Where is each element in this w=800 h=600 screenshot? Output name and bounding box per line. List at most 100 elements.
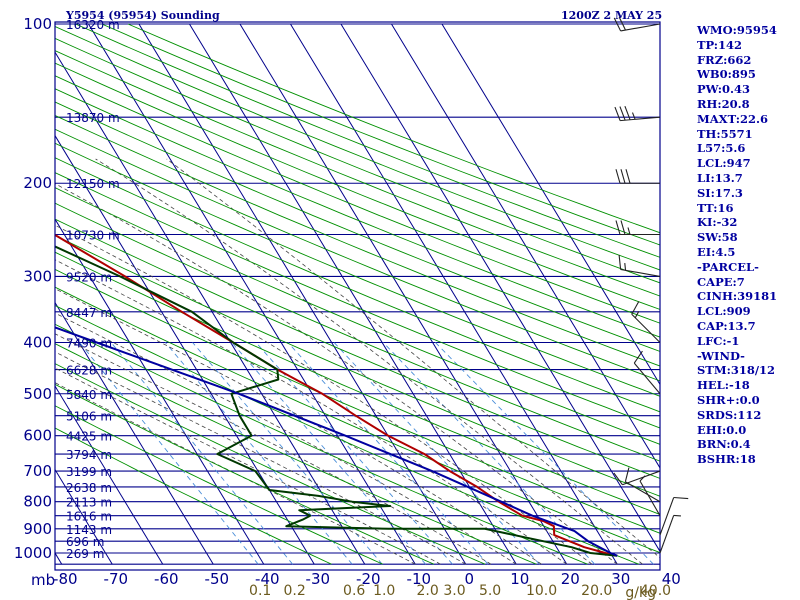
barb-shaft bbox=[633, 362, 661, 395]
mixing-ratio-tick-label: 20.0 bbox=[581, 583, 612, 599]
dry-adiabat-line bbox=[55, 363, 486, 565]
index-item: EI:4.5 bbox=[697, 244, 736, 259]
dry-adiabat-line bbox=[55, 142, 660, 397]
barb-flag bbox=[613, 17, 622, 32]
temperature-tick-label: -50 bbox=[205, 570, 230, 588]
valid-time: 1200Z 2 MAY 25 bbox=[561, 9, 662, 22]
barb-flag bbox=[615, 169, 621, 184]
isotherm-line bbox=[0, 24, 11, 564]
mixing-ratio-tick-label: 40.0 bbox=[640, 583, 671, 599]
wind-barb bbox=[631, 301, 661, 343]
index-item: LI:13.7 bbox=[697, 170, 743, 185]
index-item: L57:5.6 bbox=[697, 141, 746, 156]
mixing-ratio-tick-label: 0.6 bbox=[343, 583, 365, 599]
index-item: MAXT:22.6 bbox=[697, 111, 768, 126]
index-item: LFC:-1 bbox=[697, 333, 740, 348]
dry-adiabat-line bbox=[55, 343, 537, 565]
wind-barb bbox=[613, 16, 661, 32]
barb-flag bbox=[614, 106, 621, 121]
dry-adiabat-line bbox=[55, 88, 660, 338]
dry-adiabat-line bbox=[55, 218, 660, 479]
barb-half-flag bbox=[673, 514, 681, 517]
index-item: TH:5571 bbox=[697, 126, 753, 141]
chart-title: Y5954 (95954) Sounding bbox=[65, 9, 220, 22]
barb-half-flag bbox=[634, 311, 640, 319]
index-item: SHR+:0.0 bbox=[697, 392, 760, 407]
temperature-tick-label: -30 bbox=[306, 570, 331, 588]
temperature-tick-label: -40 bbox=[255, 570, 280, 588]
mixing-ratio-line bbox=[287, 342, 489, 565]
index-item: TP:142 bbox=[697, 37, 743, 52]
barb-shaft bbox=[625, 481, 661, 503]
wind-barb bbox=[615, 169, 660, 184]
index-item: SRDS:112 bbox=[697, 407, 762, 422]
mixing-ratio-tick-label: 0.2 bbox=[283, 583, 305, 599]
index-item: TT:16 bbox=[697, 200, 734, 215]
barb-shaft bbox=[622, 470, 661, 486]
pressure-tick-label: 500 bbox=[23, 385, 52, 403]
isotherm-line bbox=[290, 23, 618, 565]
barb-half-flag bbox=[639, 475, 646, 482]
wind-barb bbox=[633, 350, 661, 395]
pressure-tick-label: 700 bbox=[23, 462, 52, 480]
moist-adiabat-line bbox=[55, 312, 517, 565]
dry-adiabat-line bbox=[55, 62, 660, 310]
height-label: 2638 m bbox=[66, 481, 112, 495]
pressure-tick-label: 800 bbox=[23, 493, 52, 511]
dry-adiabat-line bbox=[101, 23, 660, 246]
mixing-ratio-lines bbox=[79, 342, 654, 565]
index-item: CINH:39181 bbox=[697, 289, 778, 304]
isotherm-line bbox=[55, 468, 113, 565]
index-item: RH:20.8 bbox=[697, 96, 750, 111]
index-item: FRZ:662 bbox=[697, 52, 752, 67]
dry-adiabat-line bbox=[55, 202, 660, 462]
index-item: SW:58 bbox=[697, 230, 738, 245]
dry-adiabat-line bbox=[55, 251, 660, 515]
height-label: 16320 m bbox=[66, 18, 120, 32]
index-item: BRN:0.4 bbox=[697, 437, 751, 452]
height-label: 9520 m bbox=[66, 270, 112, 284]
wind-barbs bbox=[613, 16, 689, 554]
sounding-profiles bbox=[55, 233, 618, 557]
height-label: 696 m bbox=[66, 535, 104, 549]
dry-adiabat-line bbox=[55, 50, 660, 297]
isotherm-line bbox=[189, 23, 517, 565]
barb-shaft bbox=[620, 116, 661, 122]
isotherm-line bbox=[340, 23, 660, 553]
height-label: 6628 m bbox=[66, 364, 112, 378]
index-item: WB0:895 bbox=[697, 67, 756, 82]
barb-flag bbox=[633, 350, 643, 364]
temperature-tick-label: -80 bbox=[53, 570, 78, 588]
index-item: CAP:13.7 bbox=[697, 318, 756, 333]
isotherm-line bbox=[55, 552, 63, 565]
moist-adiabat-line bbox=[55, 333, 492, 565]
isotherm-line bbox=[138, 23, 467, 565]
pressure-unit-label: mb bbox=[31, 571, 55, 589]
dry-adiabat-line bbox=[55, 37, 660, 284]
profile-dewpoint bbox=[55, 245, 618, 557]
mixing-ratio-tick-label: 3.0 bbox=[443, 583, 465, 599]
dry-adiabat-line bbox=[55, 157, 660, 413]
moist-adiabat-line bbox=[55, 224, 593, 565]
moist-adiabat-line bbox=[55, 367, 441, 565]
isotherm-line bbox=[441, 23, 660, 386]
pressure-tick-label: 100 bbox=[23, 15, 52, 33]
mixing-ratio-tick-label: 5.0 bbox=[479, 583, 501, 599]
height-label: 12150 m bbox=[66, 177, 120, 191]
dry-adiabat-line bbox=[55, 172, 660, 429]
dry-adiabats bbox=[55, 23, 660, 565]
barb-flag bbox=[615, 220, 621, 235]
dry-adiabat-line bbox=[55, 101, 660, 352]
index-item: LCL:909 bbox=[697, 304, 751, 319]
temperature-tick-label: -70 bbox=[104, 570, 129, 588]
moist-adiabat-line bbox=[55, 351, 467, 565]
temperature-tick-label: 40 bbox=[662, 570, 681, 588]
index-item: EHI:0.0 bbox=[697, 422, 747, 437]
pressure-tick-label: 900 bbox=[23, 520, 52, 538]
dry-adiabat-line bbox=[55, 323, 588, 565]
barb-shaft bbox=[620, 23, 661, 32]
isotherm-line bbox=[391, 23, 660, 469]
index-item: CAPE:7 bbox=[697, 274, 745, 289]
index-item: KI:-32 bbox=[697, 215, 738, 230]
